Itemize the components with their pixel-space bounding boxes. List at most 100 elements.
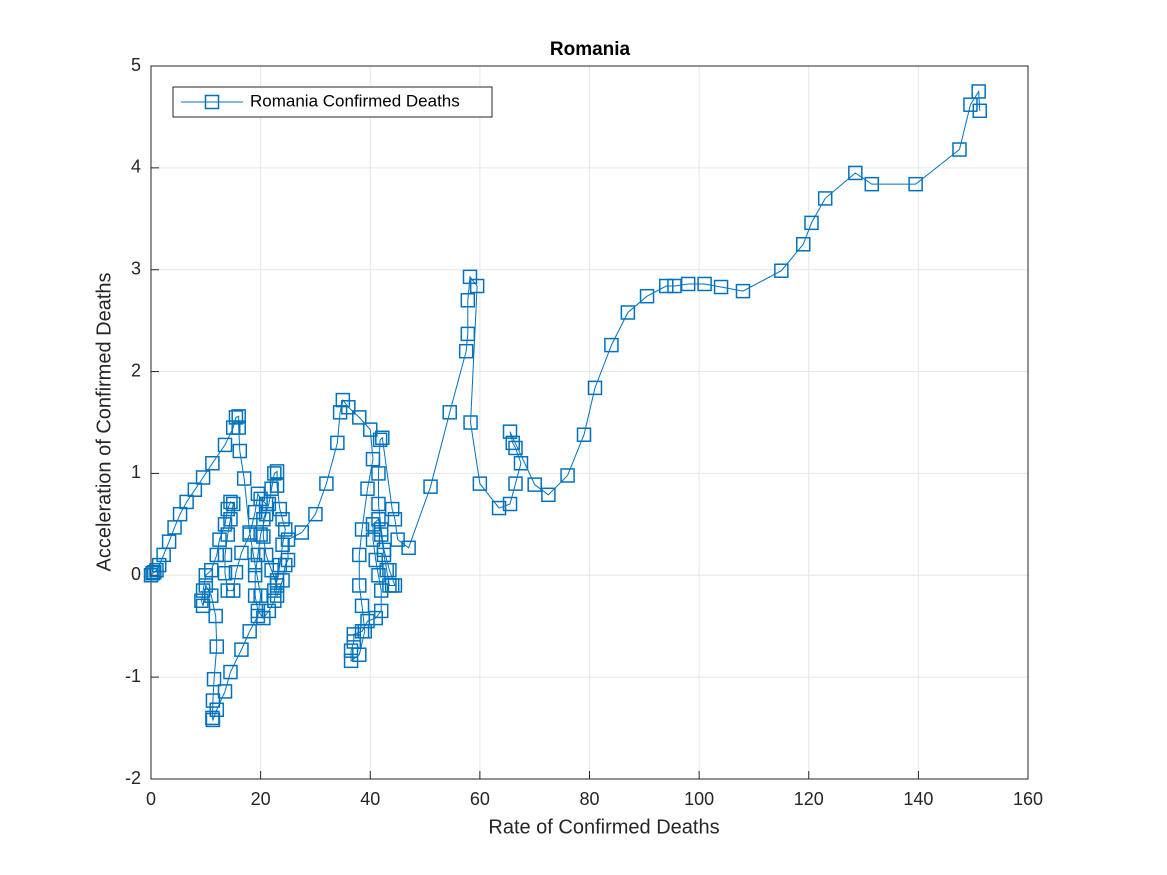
data-point bbox=[267, 466, 282, 481]
data-point bbox=[330, 435, 345, 451]
data-point bbox=[209, 547, 225, 563]
data-point bbox=[804, 215, 819, 231]
data-point bbox=[375, 430, 390, 446]
data-point bbox=[267, 593, 282, 608]
data-point bbox=[387, 578, 403, 593]
data-point bbox=[261, 603, 277, 619]
data-point bbox=[278, 522, 293, 537]
data-point bbox=[247, 557, 263, 573]
data-point bbox=[220, 527, 235, 542]
data-point bbox=[275, 537, 290, 552]
data-point bbox=[206, 671, 222, 687]
data-point bbox=[620, 305, 636, 320]
data-point bbox=[236, 471, 252, 486]
data-point bbox=[195, 598, 211, 614]
data-point bbox=[360, 613, 375, 629]
data-point bbox=[576, 427, 592, 442]
data-point bbox=[228, 564, 244, 580]
data-point bbox=[332, 405, 348, 420]
data-point bbox=[848, 165, 863, 181]
data-point bbox=[604, 337, 619, 353]
data-point bbox=[250, 547, 266, 563]
x-tick-label: 80 bbox=[579, 789, 599, 809]
data-point bbox=[527, 477, 542, 492]
data-point bbox=[198, 578, 214, 593]
y-tick-label: 1 bbox=[131, 462, 141, 482]
data-point bbox=[225, 583, 241, 598]
data-point bbox=[343, 643, 359, 658]
data-point bbox=[373, 603, 389, 619]
x-tick-label: 0 bbox=[146, 789, 156, 809]
data-point bbox=[264, 481, 279, 496]
data-point bbox=[231, 409, 246, 424]
y-tick-label: 4 bbox=[131, 157, 141, 177]
data-point bbox=[217, 547, 233, 563]
data-point bbox=[209, 702, 225, 717]
data-point bbox=[363, 422, 378, 437]
data-point bbox=[209, 639, 225, 654]
x-axis-label: Rate of Confirmed Deaths bbox=[488, 816, 719, 838]
data-point bbox=[294, 525, 309, 540]
data-point bbox=[365, 451, 381, 467]
x-tick-label: 40 bbox=[360, 789, 380, 809]
data-point bbox=[217, 565, 233, 581]
data-point bbox=[658, 278, 674, 294]
data-point bbox=[639, 288, 655, 304]
data-point bbox=[360, 481, 375, 496]
x-tick-label: 140 bbox=[903, 789, 933, 809]
data-point bbox=[223, 494, 238, 510]
data-point bbox=[560, 468, 575, 483]
data-point bbox=[149, 562, 164, 578]
data-point bbox=[817, 191, 833, 206]
data-point bbox=[697, 276, 712, 292]
data-point bbox=[680, 276, 696, 292]
axes-box bbox=[150, 65, 1029, 780]
data-point bbox=[231, 420, 246, 435]
data-point bbox=[713, 279, 729, 295]
data-point bbox=[205, 710, 220, 726]
data-point bbox=[971, 84, 986, 99]
y-tick-label: 2 bbox=[131, 360, 141, 380]
data-point bbox=[423, 479, 438, 494]
data-point bbox=[382, 562, 397, 578]
legend-marker bbox=[204, 94, 220, 110]
data-point bbox=[242, 624, 257, 639]
data-point bbox=[198, 568, 214, 583]
data-point bbox=[442, 405, 457, 420]
data-point bbox=[352, 547, 367, 563]
data-point bbox=[256, 529, 271, 544]
data-point bbox=[371, 568, 386, 583]
data-point bbox=[469, 278, 485, 294]
data-point bbox=[261, 496, 277, 512]
data-point bbox=[267, 583, 282, 598]
data-point bbox=[458, 343, 474, 359]
data-point bbox=[208, 608, 223, 624]
x-tick-label: 20 bbox=[251, 789, 271, 809]
x-tick-label: 60 bbox=[470, 789, 490, 809]
data-point bbox=[908, 176, 923, 192]
data-point bbox=[952, 142, 967, 157]
data-point bbox=[275, 573, 290, 588]
data-point bbox=[280, 552, 296, 568]
data-point bbox=[151, 557, 167, 573]
data-point bbox=[864, 176, 880, 192]
data-point bbox=[365, 517, 381, 532]
data-point bbox=[225, 496, 241, 512]
data-point bbox=[217, 517, 233, 532]
y-tick-label: 5 bbox=[131, 55, 141, 75]
data-point bbox=[161, 534, 177, 549]
data-point bbox=[195, 583, 211, 598]
data-point bbox=[269, 588, 285, 603]
data-point bbox=[343, 653, 359, 669]
data-point bbox=[460, 326, 476, 342]
data-point bbox=[368, 552, 383, 568]
data-point bbox=[463, 415, 478, 430]
data-point bbox=[513, 455, 529, 471]
data-point bbox=[258, 547, 274, 563]
data-point bbox=[502, 496, 518, 512]
y-tick-label: -2 bbox=[125, 768, 141, 788]
data-point bbox=[505, 435, 521, 451]
data-point bbox=[234, 642, 249, 657]
data-point bbox=[253, 491, 268, 507]
